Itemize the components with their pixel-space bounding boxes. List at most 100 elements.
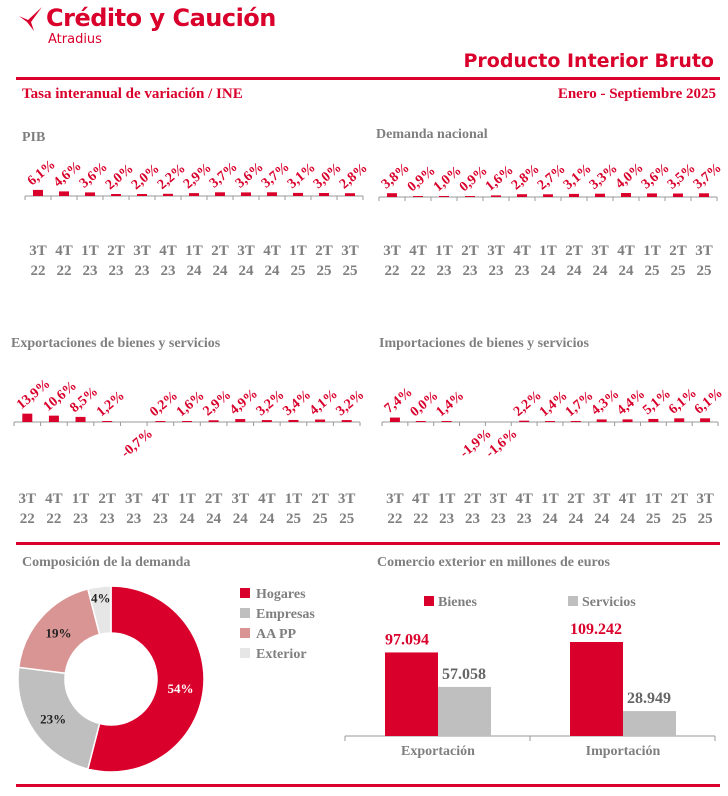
tick-label: 23 — [463, 263, 478, 279]
legend-label: Exterior — [256, 647, 307, 662]
chart-title: Exportaciones de bienes y servicios — [11, 336, 221, 351]
data-label: 6,1% — [666, 386, 700, 418]
legend-swatch — [424, 596, 434, 606]
data-label: 2,9% — [201, 388, 235, 420]
tick-label: 25 — [697, 263, 712, 279]
tick-label: 4T — [258, 491, 276, 507]
data-label: 1,6% — [174, 388, 208, 420]
tick-label: 2T — [211, 243, 229, 259]
tick-label: 25 — [671, 263, 686, 279]
bar — [75, 416, 86, 422]
tick-label: 4T — [412, 491, 430, 507]
tick-label: 25 — [698, 511, 713, 527]
tick-label: 24 — [239, 263, 255, 279]
tick-label: 25 — [313, 511, 328, 527]
tick-label: 24 — [594, 511, 610, 527]
data-label: 0,9% — [405, 163, 439, 195]
tick-label: 1T — [81, 243, 99, 259]
tick-label: 1T — [643, 243, 661, 259]
tick-label: 1T — [435, 243, 453, 259]
bar — [517, 194, 527, 197]
tick-label: 23 — [439, 511, 454, 527]
tick-label: 24 — [180, 511, 196, 527]
data-label: 3,6% — [639, 161, 673, 193]
data-label: 4,4% — [614, 387, 648, 419]
tick-label: 2T — [107, 243, 125, 259]
data-label: 0,2% — [147, 388, 181, 420]
tick-label: 24 — [543, 511, 559, 527]
tick-label: 4T — [55, 243, 73, 259]
data-label: 2,9% — [181, 160, 215, 192]
bar — [441, 421, 452, 422]
data-label: 2,2% — [155, 161, 189, 193]
bar — [163, 193, 173, 196]
data-label: 3,3% — [587, 161, 621, 193]
bar — [241, 192, 251, 196]
tick-label: 3T — [237, 243, 255, 259]
bar — [59, 191, 69, 196]
data-label: 3,7% — [691, 161, 725, 193]
bar — [595, 193, 605, 197]
category-label: Importación — [586, 744, 661, 759]
tick-label: 1T — [645, 491, 663, 507]
logo-icon — [19, 7, 42, 31]
tick-label: 4T — [45, 491, 63, 507]
tick-label: 24 — [620, 511, 636, 527]
data-label: 2,0% — [103, 161, 137, 193]
tick-label: 22 — [411, 263, 426, 279]
data-label: 3,2% — [334, 387, 368, 419]
divider — [16, 542, 720, 545]
legend-label: Servicios — [582, 595, 636, 610]
bar — [438, 686, 491, 736]
tick-label: 4T — [263, 243, 281, 259]
bar — [569, 193, 579, 197]
tick-label: 23 — [465, 511, 480, 527]
bar — [261, 420, 272, 422]
tick-label: 4T — [159, 243, 177, 259]
data-label: 3,1% — [285, 160, 319, 192]
bar — [182, 421, 192, 422]
tick-label: 2T — [315, 243, 333, 259]
data-label: 2,8% — [509, 162, 543, 194]
bar — [215, 192, 225, 196]
data-label: 4,1% — [307, 387, 341, 419]
tick-label: 3T — [386, 491, 404, 507]
tick-label: 2T — [670, 491, 688, 507]
tick-label: 22 — [385, 263, 400, 279]
tick-label: 24 — [259, 511, 275, 527]
tick-label: 22 — [46, 511, 61, 527]
bar — [387, 193, 397, 197]
data-label: 3,6% — [233, 160, 267, 192]
tick-label: 3T — [593, 491, 611, 507]
tick-label: 24 — [541, 263, 557, 279]
tick-label: 23 — [83, 263, 98, 279]
tick-label: 23 — [517, 511, 532, 527]
brand-name: Crédito y Caución — [46, 4, 276, 32]
tick-label: 4T — [152, 491, 170, 507]
tick-label: 23 — [515, 263, 530, 279]
chart-title: Demanda nacional — [376, 127, 488, 142]
data-label: 6,1% — [25, 157, 59, 189]
tick-label: 23 — [489, 263, 504, 279]
tick-label: 1T — [541, 491, 559, 507]
category-label: Exportación — [401, 744, 475, 759]
slice-label: 23% — [40, 711, 66, 726]
subtitle-left: Tasa interanual de variación / INE — [22, 86, 243, 102]
tick-label: 3T — [338, 491, 356, 507]
tick-label: 2T — [669, 243, 687, 259]
bar — [596, 419, 607, 422]
tick-label: 25 — [317, 263, 332, 279]
slice-label: 19% — [45, 626, 71, 641]
data-label: 3,1% — [561, 161, 595, 193]
tick-label: 1T — [438, 491, 456, 507]
tick-label: 3T — [341, 243, 359, 259]
tick-label: 2T — [205, 491, 223, 507]
chart-title: PIB — [22, 130, 45, 145]
tick-label: 1T — [178, 491, 196, 507]
data-label: 0,9% — [457, 163, 491, 195]
bar — [700, 418, 711, 422]
tick-label: 25 — [286, 511, 301, 527]
tick-label: 23 — [100, 511, 115, 527]
tick-label: 24 — [187, 263, 203, 279]
tick-label: 24 — [206, 511, 222, 527]
